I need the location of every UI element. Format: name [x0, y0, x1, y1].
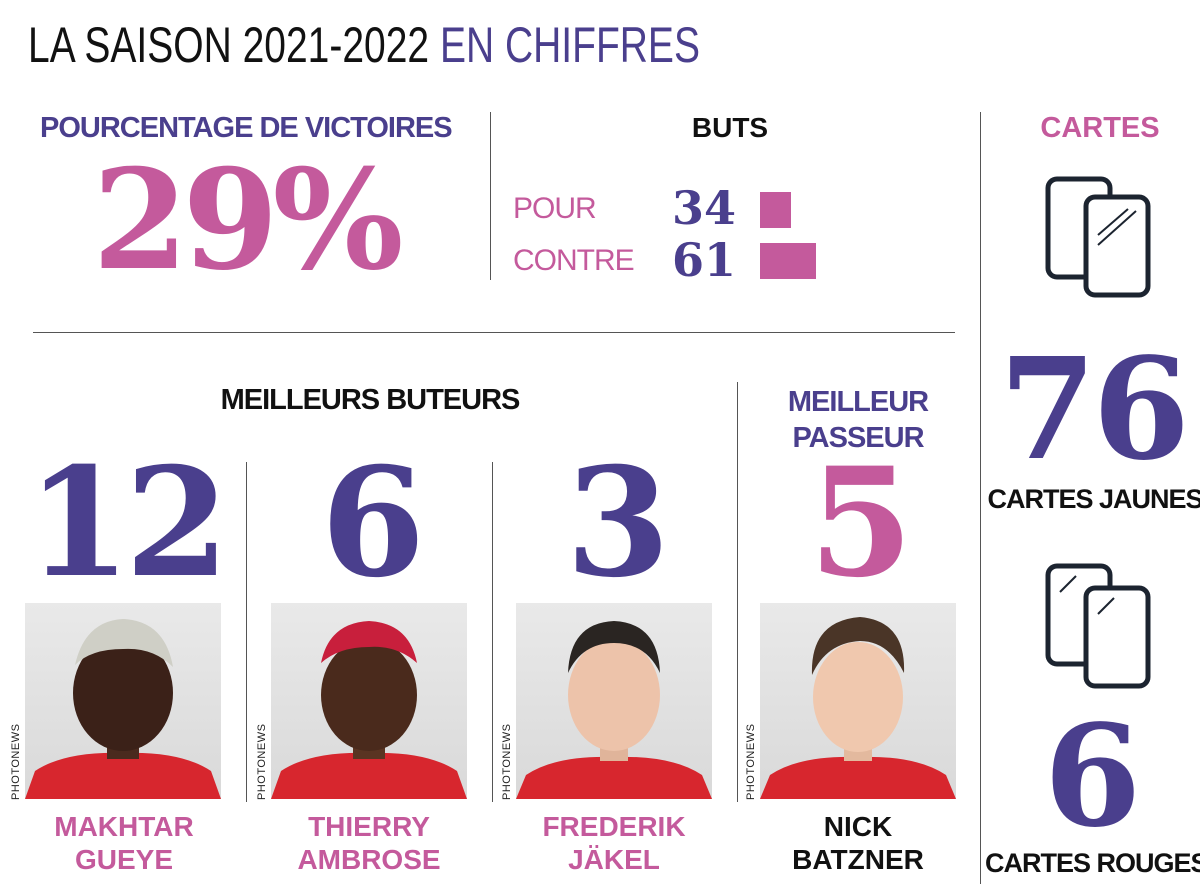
buts-contre-value: 61 [672, 233, 737, 287]
cartes-label: CARTES [1040, 112, 1160, 144]
player-1-goals: 12 [26, 435, 230, 611]
player-2-last: AMBROSE [297, 844, 441, 875]
player-2-name: THIERRY AMBROSE [259, 810, 479, 876]
red-cards-value: 6 [1043, 695, 1142, 859]
player-2-first: THIERRY [308, 811, 430, 842]
victoires-label: POURCENTAGE DE VICTOIRES [40, 112, 453, 144]
player-3-first: FREDERIK [542, 811, 686, 842]
player-3-last: JÄKEL [568, 844, 660, 875]
title-main: LA SAISON 2021-2022 [28, 17, 430, 73]
player-2-credit: PHOTONEWS [256, 723, 268, 800]
passeur-label: MEILLEUR PASSEUR [748, 384, 968, 456]
player-3-credit: PHOTONEWS [501, 723, 513, 800]
red-cards-label: CARTES ROUGES [985, 848, 1200, 878]
yellow-cards-label: CARTES JAUNES [987, 484, 1200, 514]
player-2-goals: 6 [320, 435, 425, 611]
page-title: LA SAISON 2021-2022 EN CHIFFRES [28, 14, 700, 76]
divider-passeur [737, 382, 738, 802]
player-3-name: FREDERIK JÄKEL [504, 810, 724, 876]
player-1-first: MAKHTAR [54, 811, 194, 842]
passeur-last: BATZNER [792, 844, 924, 875]
player-3-photo [516, 603, 712, 799]
yellow-cards-value: 76 [999, 328, 1190, 492]
divider-player-1 [246, 462, 247, 802]
player-3-goals: 3 [565, 435, 670, 611]
player-2-photo [271, 603, 467, 799]
buts-contre-bar [760, 243, 816, 279]
title-accent: EN CHIFFRES [439, 17, 700, 73]
passeur-photo [760, 603, 956, 799]
player-1-photo [25, 603, 221, 799]
yellow-cards-icon [1045, 176, 1151, 298]
player-1-credit: PHOTONEWS [10, 723, 22, 800]
divider-player-2 [492, 462, 493, 802]
divider-victoires-buts [490, 112, 491, 280]
buts-pour-bar [760, 192, 792, 228]
passeur-assists: 5 [808, 435, 913, 611]
passeur-credit: PHOTONEWS [745, 723, 757, 800]
passeur-label-line2: PASSEUR [792, 422, 924, 454]
divider-horizontal [33, 332, 955, 333]
red-cards-icon [1045, 563, 1151, 689]
buts-label: BUTS [691, 112, 769, 143]
buts-contre-label: CONTRE [513, 244, 635, 277]
victoires-value: 29% [92, 138, 403, 301]
buteurs-label: MEILLEURS BUTEURS [220, 384, 521, 416]
divider-cartes [980, 112, 981, 884]
buts-pour-value: 34 [672, 181, 737, 235]
passeur-name: NICK BATZNER [748, 810, 968, 876]
passeur-label-line1: MEILLEUR [787, 386, 929, 418]
buts-pour-label: POUR [513, 192, 597, 225]
player-1-name: MAKHTAR GUEYE [14, 810, 234, 876]
passeur-first: NICK [823, 811, 893, 842]
player-1-last: GUEYE [74, 844, 174, 875]
